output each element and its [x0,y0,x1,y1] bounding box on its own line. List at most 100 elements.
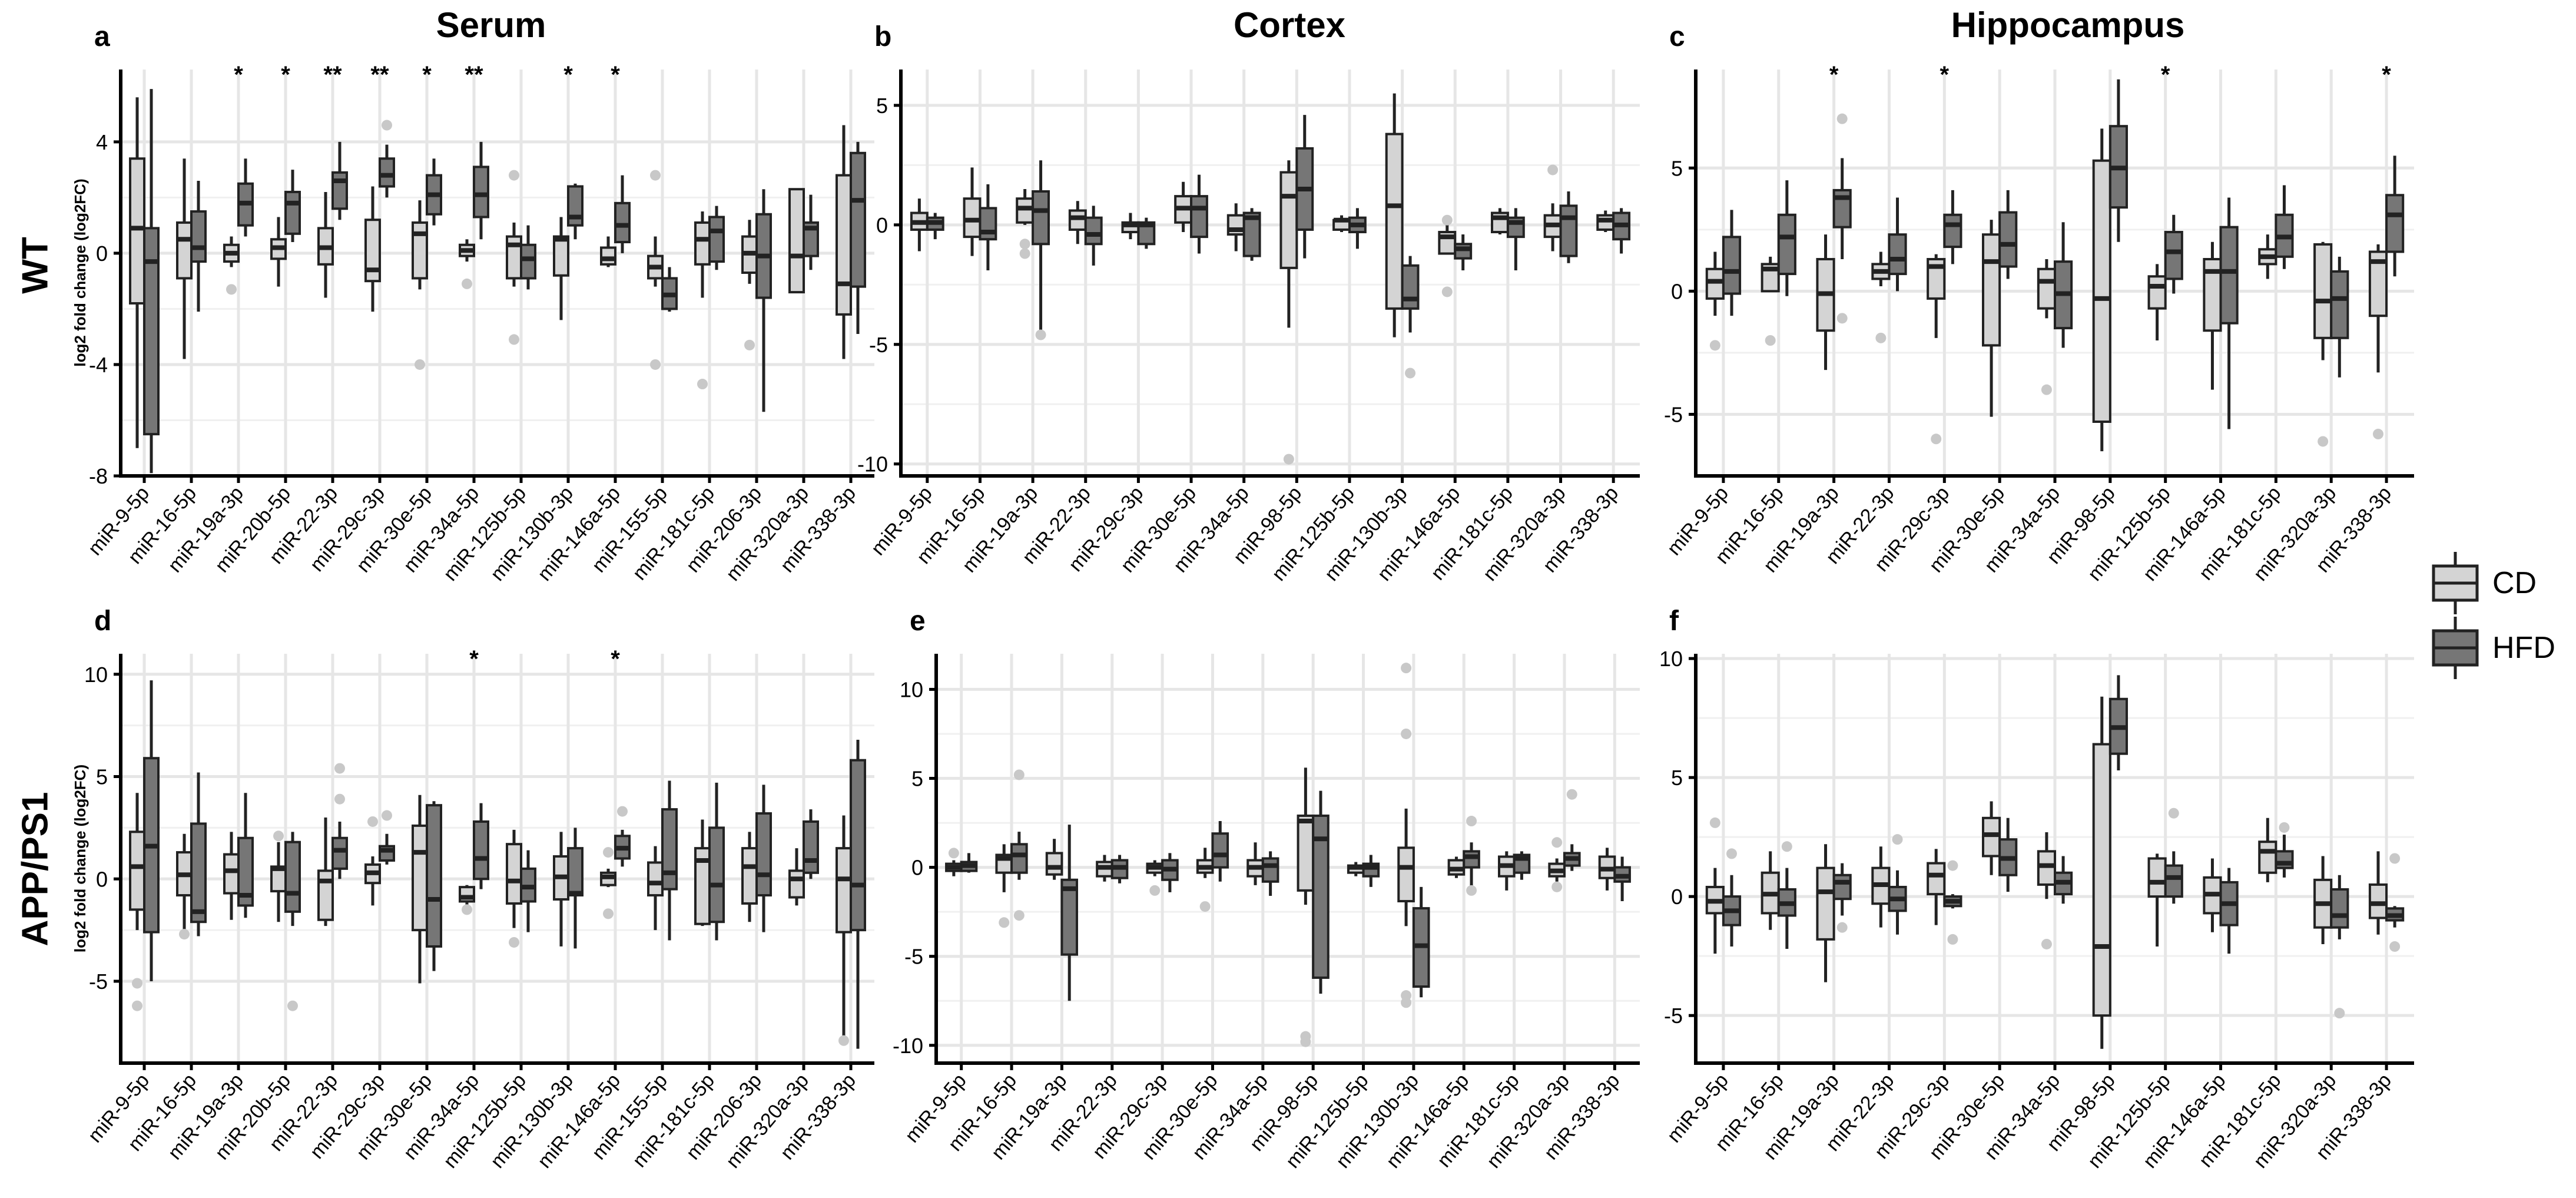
y-tick-label: -5 [869,333,888,357]
box-cd [1982,816,2001,858]
box-hfd [1722,236,1742,295]
panel-letter: d [94,605,111,637]
outlier-point [1199,901,1211,912]
panel-a: -8-404miR-9-5pmiR-16-5pmiR-19a-3pmiR-20b… [71,21,874,585]
box-cd [1279,171,1298,269]
box-hfd [1032,190,1050,246]
panel-letter: a [94,21,110,52]
box-cd [2037,850,2057,886]
box-hfd [284,840,301,913]
box-hfd [190,210,207,263]
box-hfd [143,227,160,436]
outlier-point [1466,885,1477,896]
box-cd [2313,243,2333,339]
box-cd [1927,862,1946,896]
y-tick-label: 0 [96,241,108,266]
box-hfd [614,201,631,244]
box-hfd [237,836,254,907]
y-tick-label: 10 [900,677,923,701]
box-cd [317,869,334,921]
outlier-point [132,978,142,989]
box-hfd [1084,216,1103,246]
panel-letter: f [1669,605,1679,637]
legend-key-hfd [2429,615,2482,680]
significance-marker: * [234,62,243,88]
outlier-point [1931,433,1942,445]
significance-marker: * [2382,62,2391,88]
box-cd [2258,840,2277,874]
outlier-point [1551,881,1563,892]
significance-marker: * [2161,62,2170,88]
outlier-point [509,334,519,345]
significance-marker: ** [370,62,389,88]
panel-c: -505miR-9-5pmiR-16-5pmiR-19a-3pmiR-22-3p… [1663,21,2414,585]
box-cd [836,174,852,316]
box-hfd [520,243,536,280]
outlier-point [1765,335,1776,346]
outlier-point [1283,454,1294,465]
box-cd [963,197,982,239]
outlier-point [744,339,755,350]
box-cd [1397,846,1415,903]
box-hfd [426,804,442,948]
outlier-point [367,816,378,827]
box-hfd [567,847,584,897]
box-hfd [1242,211,1261,257]
outlier-point [1035,329,1046,340]
panel-b: -10-505miR-9-5pmiR-16-5pmiR-19a-3pmiR-22… [857,21,1640,585]
box-cd [2368,883,2388,919]
box-cd [1705,267,1725,300]
outlier-point [2373,428,2383,439]
box-cd [2092,159,2111,423]
box-cd [129,157,145,305]
box-cd [506,843,522,905]
box-hfd [850,151,866,288]
y-tick-label: 10 [84,663,108,687]
box-hfd [979,207,997,241]
y-tick-label: 5 [96,765,108,789]
box-hfd [2164,864,2183,898]
outlier-point [1466,816,1477,827]
column-title-cortex: Cortex [1233,5,1346,45]
box-hfd [803,820,819,874]
box-cd [1068,209,1087,231]
legend: CD HFD [2429,551,2555,680]
outlier-point [462,278,472,289]
y-axis-title: log2 fold change (log2FC) [71,178,89,366]
box-hfd [331,171,348,210]
box-cd [2147,857,2167,898]
outlier-point [617,806,628,817]
outlier-point [1441,214,1453,226]
column-title-hippocampus: Hippocampus [1951,5,2185,45]
box-hfd [2330,888,2349,929]
outlier-point [2334,1008,2345,1019]
y-tick-label: -5 [1664,1004,1683,1028]
outlier-point [2168,808,2179,819]
box-hfd [1559,204,1578,257]
box-cd [836,847,852,934]
y-tick-label: -10 [857,452,888,476]
outlier-point [132,1000,142,1011]
box-hfd [708,826,725,924]
box-cd [647,861,664,897]
y-tick-label: 0 [1671,885,1683,909]
panel-letter: c [1669,21,1685,52]
y-tick-label: 0 [1671,279,1683,303]
outlier-point [2041,938,2052,949]
box-cd [553,235,569,277]
significance-marker: * [1940,62,1950,88]
outlier-point [1551,837,1563,848]
outlier-point [1566,789,1577,800]
y-tick-label: 0 [96,867,108,891]
box-cd [2092,743,2111,1017]
significance-marker: * [422,62,432,88]
box-hfd [1261,857,1279,883]
box-cd [741,847,758,905]
significance-marker: * [469,646,479,672]
y-tick-label: 0 [876,213,888,237]
significance-marker: * [563,62,573,88]
outlier-point [1405,368,1416,379]
outlier-point [1836,922,1848,933]
box-hfd [1888,233,1907,276]
